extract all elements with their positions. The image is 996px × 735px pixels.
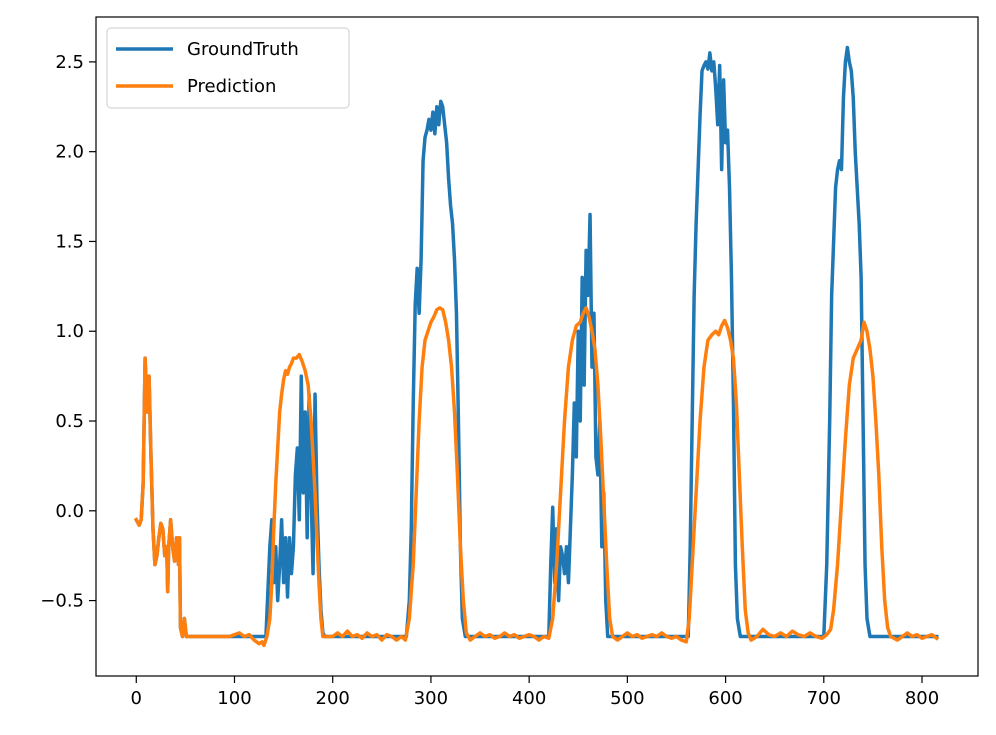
y-tick-label: 2.5 (55, 52, 84, 73)
y-tick-label: −0.5 (40, 591, 84, 612)
x-tick-label: 800 (905, 688, 939, 709)
axes: 0 100 200 300 400 500 600 700 800 −0.5 0.0 0.5 1.0 1.… (40, 16, 979, 709)
x-tick-label: 200 (316, 688, 350, 709)
y-tick-label: 0.0 (55, 501, 84, 522)
y-tick-label: 0.5 (55, 411, 84, 432)
x-tick-label: 0 (131, 688, 142, 709)
x-tick-label: 100 (217, 688, 251, 709)
x-tick-label: 400 (512, 688, 546, 709)
axes-frame (95, 16, 979, 677)
series-line-prediction (133, 306, 940, 648)
legend-label-prediction: Prediction (187, 76, 276, 97)
y-tick-label: 1.0 (55, 321, 84, 342)
plot-area (133, 45, 940, 648)
x-tick-label: 700 (807, 688, 841, 709)
y-tick-label: 1.5 (55, 231, 84, 252)
legend-label-groundtruth: GroundTruth (187, 39, 299, 60)
x-tick-label: 500 (610, 688, 644, 709)
x-tick-label: 300 (414, 688, 448, 709)
y-tick-label: 2.0 (55, 142, 84, 163)
x-tick-label: 600 (708, 688, 742, 709)
legend: GroundTruth Prediction (106, 27, 350, 109)
